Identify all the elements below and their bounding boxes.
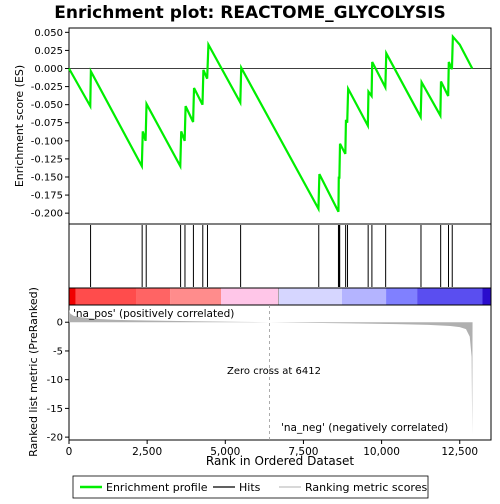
gradient-segment — [482, 288, 491, 305]
gradient-segment — [75, 288, 137, 305]
es-y-tick-label: -0.200 — [31, 209, 63, 220]
gradient-segment — [386, 288, 418, 305]
x-tick-label: 0 — [66, 446, 73, 458]
metric-y-tick-label: -10 — [47, 375, 63, 386]
hits-panel — [68, 223, 492, 289]
metric-panel-frame — [68, 304, 492, 441]
x-tick-label: 7,500 — [288, 446, 318, 458]
es-panel: 0.050 0.025 0.000 -0.025 -0.050 -0.075 -0.100 -… — [13, 27, 492, 225]
metric-y-tick-label: -5 — [53, 346, 63, 357]
hit-markers — [90, 225, 453, 287]
metric-y-axis: 0 -5 -10 -15 -20 — [47, 318, 69, 444]
metric-x-axis-label: Rank in Ordered Dataset — [206, 454, 354, 468]
gradient-segment — [417, 288, 483, 305]
legend: Enrichment profile Hits Ranking metric sco… — [72, 475, 429, 499]
zero-cross-label: Zero cross at 6412 — [227, 366, 321, 377]
gradient-segment — [278, 288, 342, 305]
es-y-tick-label: -0.050 — [31, 100, 63, 111]
metric-y-tick-label: -15 — [47, 404, 63, 415]
enrichment-profile-line — [68, 33, 474, 213]
metric-y-axis-label: Ranked list metric (PreRanked) — [27, 287, 40, 457]
gradient-segment — [170, 288, 221, 305]
x-tick-label: 10,000 — [363, 446, 400, 458]
gradient-segment — [220, 288, 279, 305]
es-y-axis: 0.050 0.025 0.000 -0.025 -0.050 -0.075 -0.100 -… — [31, 28, 69, 220]
legend-label: Ranking metric scores — [305, 481, 427, 494]
es-y-tick-label: -0.175 — [31, 191, 63, 202]
x-tick-label: 12,500 — [441, 446, 478, 458]
ranking-metric-area — [69, 309, 473, 435]
x-tick-label: 5,000 — [210, 446, 240, 458]
metric-y-tick-label: 0 — [57, 318, 63, 329]
gradient-segment — [69, 288, 76, 305]
es-y-axis-label: Enrichment score (ES) — [13, 65, 26, 187]
gradient-segment — [136, 288, 171, 305]
metric-x-axis: 0 2,500 5,000 7,500 10,000 12,500 — [66, 440, 478, 458]
gradient-segment — [341, 288, 387, 305]
metric-panel: 0 -5 -10 -15 -20 0 2,500 5,000 7,500 10,000 12,50… — [27, 287, 492, 468]
positive-correlation-label: 'na_pos' (positively correlated) — [73, 308, 234, 320]
es-y-tick-label: 0.000 — [34, 64, 63, 75]
es-y-tick-label: -0.075 — [31, 118, 63, 129]
es-y-tick-label: 0.050 — [34, 28, 63, 39]
negative-correlation-label: 'na_neg' (negatively correlated) — [281, 422, 448, 434]
ranking-gradient-bar — [68, 287, 492, 306]
legend-label: Hits — [239, 481, 261, 494]
es-y-tick-label: -0.025 — [31, 82, 63, 93]
metric-y-tick-label: -20 — [47, 433, 63, 444]
es-y-tick-label: -0.100 — [31, 136, 63, 147]
es-panel-frame — [68, 27, 492, 225]
hits-panel-frame — [68, 223, 492, 289]
es-y-tick-label: -0.150 — [31, 172, 63, 183]
chart-title: Enrichment plot: REACTOME_GLYCOLYSIS — [54, 3, 446, 23]
legend-box — [72, 475, 429, 499]
x-tick-label: 2,500 — [132, 446, 162, 458]
es-y-tick-label: 0.025 — [34, 46, 63, 57]
es-y-tick-label: -0.125 — [31, 154, 63, 165]
legend-label: Enrichment profile — [106, 481, 208, 494]
